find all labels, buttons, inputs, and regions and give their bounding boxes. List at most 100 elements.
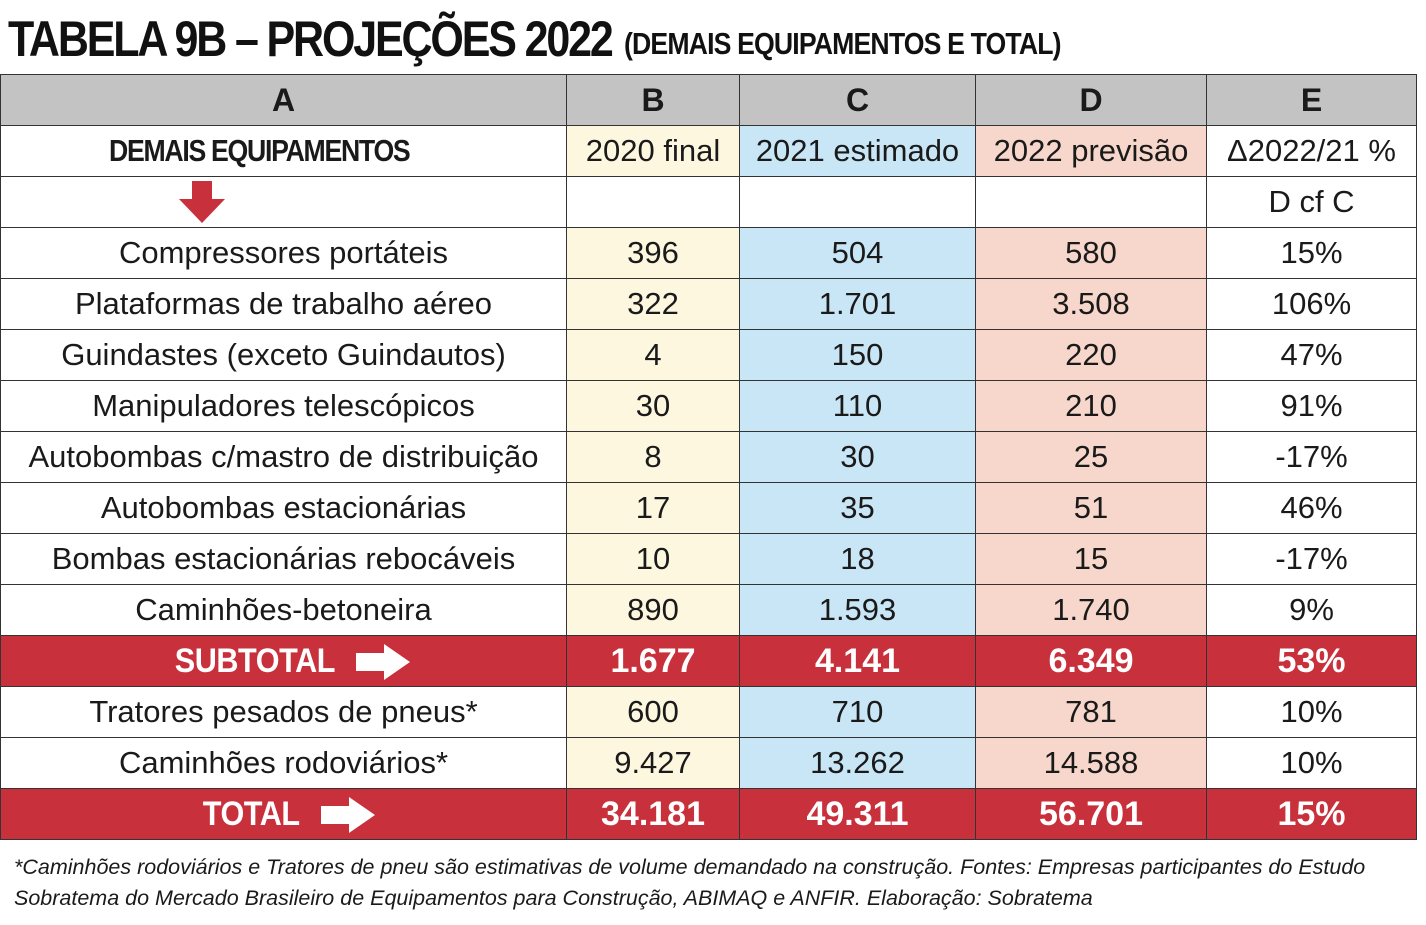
total-delta: 15% — [1206, 788, 1417, 840]
value-2020: 600 — [566, 686, 740, 738]
subtotal-delta: 53% — [1206, 635, 1417, 687]
subtotal-2020: 1.677 — [566, 635, 740, 687]
table-row: Guindastes (exceto Guindautos) 4 150 220… — [0, 329, 1417, 381]
value-2021: 1.701 — [739, 278, 976, 330]
note-cell-d — [975, 176, 1207, 228]
row-label: Bombas estacionárias rebocáveis — [0, 533, 567, 585]
column-letter-b: B — [566, 74, 740, 126]
value-delta: 91% — [1206, 380, 1417, 432]
value-2020: 4 — [566, 329, 740, 381]
value-2022: 1.740 — [975, 584, 1207, 636]
value-delta: 15% — [1206, 227, 1417, 279]
value-2020: 8 — [566, 431, 740, 483]
value-delta: 10% — [1206, 686, 1417, 738]
value-2020: 396 — [566, 227, 740, 279]
total-label-cell: TOTAL — [0, 788, 567, 840]
subtotal-2021: 4.141 — [739, 635, 976, 687]
row-label: Autobombas c/mastro de distribuição — [0, 431, 567, 483]
value-delta: 47% — [1206, 329, 1417, 381]
value-2020: 10 — [566, 533, 740, 585]
total-2021: 49.311 — [739, 788, 976, 840]
white-right-arrow-icon — [356, 643, 411, 680]
total-label: TOTAL — [202, 795, 300, 834]
value-2022: 580 — [975, 227, 1207, 279]
table-title-main: TABELA 9B – PROJEÇÕES 2022 — [8, 11, 614, 67]
value-2021: 504 — [739, 227, 976, 279]
row-label: Guindastes (exceto Guindautos) — [0, 329, 567, 381]
total-2022: 56.701 — [975, 788, 1207, 840]
row-label: Caminhões-betoneira — [0, 584, 567, 636]
header-2022-previsao: 2022 previsão — [975, 125, 1207, 177]
table-row: Autobombas estacionárias 17 35 51 46% — [0, 482, 1417, 534]
note-cell-b — [566, 176, 740, 228]
table-title: TABELA 9B – PROJEÇÕES 2022 (DEMAIS EQUIP… — [8, 10, 1062, 70]
value-2021: 13.262 — [739, 737, 976, 789]
subtotal-row: SUBTOTAL 1.677 4.141 6.349 53% — [0, 635, 1417, 687]
value-2022: 3.508 — [975, 278, 1207, 330]
table-title-sub: (DEMAIS EQUIPAMENTOS E TOTAL) — [624, 26, 1062, 61]
row-label: Autobombas estacionárias — [0, 482, 567, 534]
value-delta: 9% — [1206, 584, 1417, 636]
subtotal-label-cell: SUBTOTAL — [0, 635, 567, 687]
footnote: *Caminhões rodoviários e Tratores de pne… — [14, 855, 1366, 910]
value-2022: 25 — [975, 431, 1207, 483]
value-2021: 710 — [739, 686, 976, 738]
value-2021: 150 — [739, 329, 976, 381]
value-2021: 18 — [739, 533, 976, 585]
header-2020-final: 2020 final — [566, 125, 740, 177]
value-2022: 14.588 — [975, 737, 1207, 789]
table-row: Caminhões rodoviários* 9.427 13.262 14.5… — [0, 737, 1417, 789]
value-delta: -17% — [1206, 431, 1417, 483]
value-2021: 110 — [739, 380, 976, 432]
red-down-arrow-icon — [179, 181, 225, 223]
projections-table: A B C D E DEMAIS EQUIPAMENTOS 2020 final… — [0, 74, 1417, 840]
value-2022: 51 — [975, 482, 1207, 534]
table-row: Compressores portáteis 396 504 580 15% — [0, 227, 1417, 279]
value-delta: 106% — [1206, 278, 1417, 330]
header-delta: Δ2022/21 % — [1206, 125, 1417, 177]
table-row: Bombas estacionárias rebocáveis 10 18 15… — [0, 533, 1417, 585]
value-delta: -17% — [1206, 533, 1417, 585]
value-2022: 15 — [975, 533, 1207, 585]
value-2021: 1.593 — [739, 584, 976, 636]
down-arrow-cell — [0, 176, 567, 228]
table-row: Autobombas c/mastro de distribuição 8 30… — [0, 431, 1417, 483]
table-row: Manipuladores telescópicos 30 110 210 91… — [0, 380, 1417, 432]
table-row: Plataformas de trabalho aéreo 322 1.701 … — [0, 278, 1417, 330]
table-row: Caminhões-betoneira 890 1.593 1.740 9% — [0, 584, 1417, 636]
column-letter-a: A — [0, 74, 567, 126]
table-row: Tratores pesados de pneus* 600 710 781 1… — [0, 686, 1417, 738]
row-label: Plataformas de trabalho aéreo — [0, 278, 567, 330]
value-2020: 9.427 — [566, 737, 740, 789]
value-delta: 10% — [1206, 737, 1417, 789]
value-2020: 322 — [566, 278, 740, 330]
row-label: Caminhões rodoviários* — [0, 737, 567, 789]
header-2021-estimado: 2021 estimado — [739, 125, 976, 177]
value-delta: 46% — [1206, 482, 1417, 534]
value-2022: 210 — [975, 380, 1207, 432]
section-header-row: DEMAIS EQUIPAMENTOS 2020 final 2021 esti… — [0, 125, 1417, 177]
row-label: Manipuladores telescópicos — [0, 380, 567, 432]
column-letter-e: E — [1206, 74, 1417, 126]
section-title: DEMAIS EQUIPAMENTOS — [0, 125, 567, 177]
column-letter-row: A B C D E — [0, 74, 1417, 126]
value-2022: 220 — [975, 329, 1207, 381]
subtotal-2022: 6.349 — [975, 635, 1207, 687]
value-2022: 781 — [975, 686, 1207, 738]
value-2021: 30 — [739, 431, 976, 483]
column-letter-c: C — [739, 74, 976, 126]
value-2020: 30 — [566, 380, 740, 432]
subtotal-label: SUBTOTAL — [174, 642, 335, 681]
white-right-arrow-icon — [321, 796, 376, 833]
note-d-cf-c: D cf C — [1206, 176, 1417, 228]
value-2020: 890 — [566, 584, 740, 636]
row-label: Compressores portáteis — [0, 227, 567, 279]
value-2020: 17 — [566, 482, 740, 534]
column-letter-d: D — [975, 74, 1207, 126]
note-row: D cf C — [0, 176, 1417, 228]
total-row: TOTAL 34.181 49.311 56.701 15% — [0, 788, 1417, 840]
value-2021: 35 — [739, 482, 976, 534]
note-cell-c — [739, 176, 976, 228]
row-label: Tratores pesados de pneus* — [0, 686, 567, 738]
total-2020: 34.181 — [566, 788, 740, 840]
